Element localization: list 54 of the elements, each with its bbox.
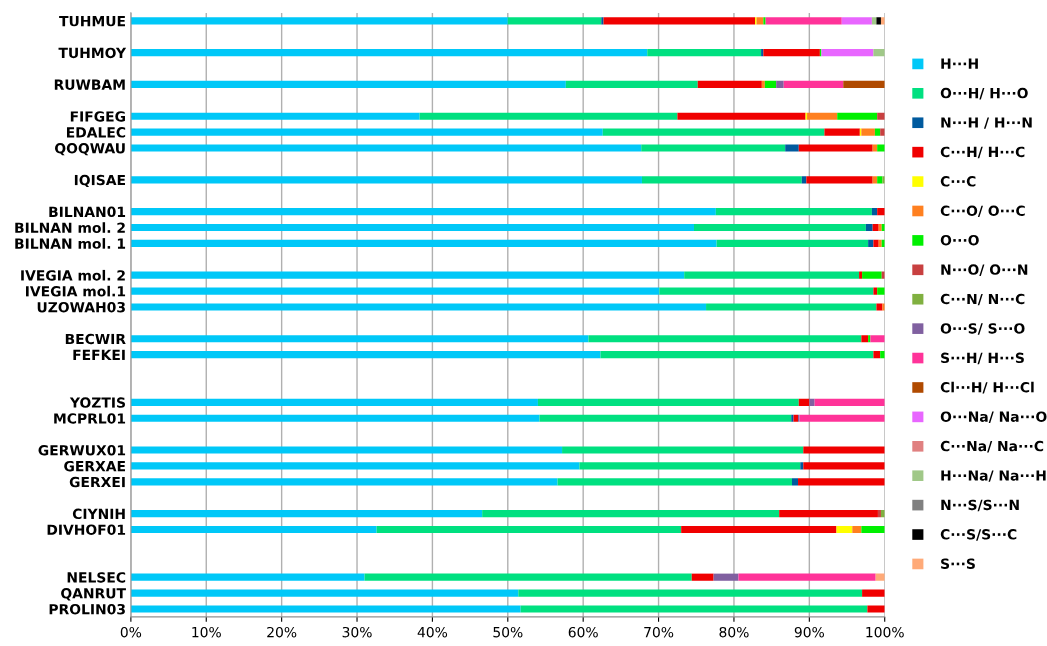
y-tick-label: PROLIN03: [49, 603, 125, 615]
y-tick-label: MCPRL01: [54, 413, 126, 424]
legend-label: O···H/ H···O: [940, 87, 1028, 100]
y-tick-label: FEFKEI: [73, 349, 125, 360]
y-tick-label: BECWIR: [65, 333, 126, 345]
legend-label: O···O: [940, 234, 979, 246]
legend-label: N···S/S···N: [941, 499, 1019, 512]
y-tick-label: QANRUT: [61, 588, 126, 601]
y-tick-label: DIVHOF01: [47, 524, 126, 535]
y-tick-label: RUWBAM: [54, 79, 125, 90]
y-tick-label: IVEGIA mol. 2: [21, 269, 125, 281]
legend-label: S···H/ H···S: [941, 352, 1024, 365]
x-tick-label: 40%: [417, 626, 448, 638]
x-tick-label: 90%: [794, 626, 824, 638]
y-tick-label: IQISAE: [74, 174, 125, 188]
y-tick-label: IVEGIA mol.1: [26, 285, 126, 297]
y-tick-label: YOZTIS: [69, 397, 125, 408]
x-tick-label: 80%: [719, 626, 749, 638]
y-tick-label: NELSEC: [67, 572, 126, 583]
y-tick-label: TUHMUE: [59, 16, 125, 27]
legend-label: C···N/ N···C: [940, 293, 1025, 306]
y-tick-label: UZOWAH03: [37, 301, 125, 313]
y-tick-label: BILNAN01: [49, 206, 126, 218]
legend-label: S···S: [941, 558, 975, 569]
x-tick-label: 100%: [866, 626, 904, 638]
y-tick-label: GERXEI: [69, 476, 125, 488]
legend-label: H···Na/ Na···H: [941, 470, 1046, 482]
legend-label: H···H: [941, 58, 978, 69]
legend-label: C···Na/ Na···C: [940, 440, 1044, 453]
x-tick-label: 70%: [644, 626, 674, 638]
x-tick-label: 10%: [192, 626, 221, 638]
y-tick-label: FIFGEG: [70, 111, 125, 122]
y-tick-label: BILNAN mol. 1: [15, 238, 126, 249]
legend-label: C···S/S···C: [940, 529, 1017, 541]
x-tick-label: 60%: [568, 626, 598, 638]
legend-label: O···S/ S···O: [940, 323, 1025, 335]
y-tick-label: GERXAE: [64, 460, 125, 472]
x-tick-label: 30%: [342, 626, 372, 638]
y-tick-label: CIYNIH: [72, 508, 125, 520]
x-tick-label: 50%: [493, 626, 523, 638]
legend-label: N···O/ O···N: [941, 264, 1028, 276]
legend-label: C···O/ O···C: [940, 205, 1025, 218]
legend-label: C···H/ H···C: [940, 146, 1025, 159]
y-tick-label: GERWUX01: [38, 445, 126, 456]
y-tick-label: EDALEC: [66, 127, 126, 138]
y-tick-label: QOQWAU: [55, 143, 125, 156]
x-tick-label: 0%: [120, 626, 142, 638]
legend-label: N···H / H···N: [941, 117, 1032, 129]
y-tick-label: BILNAN mol. 2: [15, 222, 125, 233]
legend-label: C···C: [940, 176, 976, 187]
y-tick-label: TUHMOY: [58, 47, 127, 59]
legend-label: Cl···H/ H···Cl: [940, 381, 1034, 394]
legend-label: O···Na/ Na···O: [940, 411, 1047, 423]
x-tick-label: 20%: [267, 626, 297, 638]
